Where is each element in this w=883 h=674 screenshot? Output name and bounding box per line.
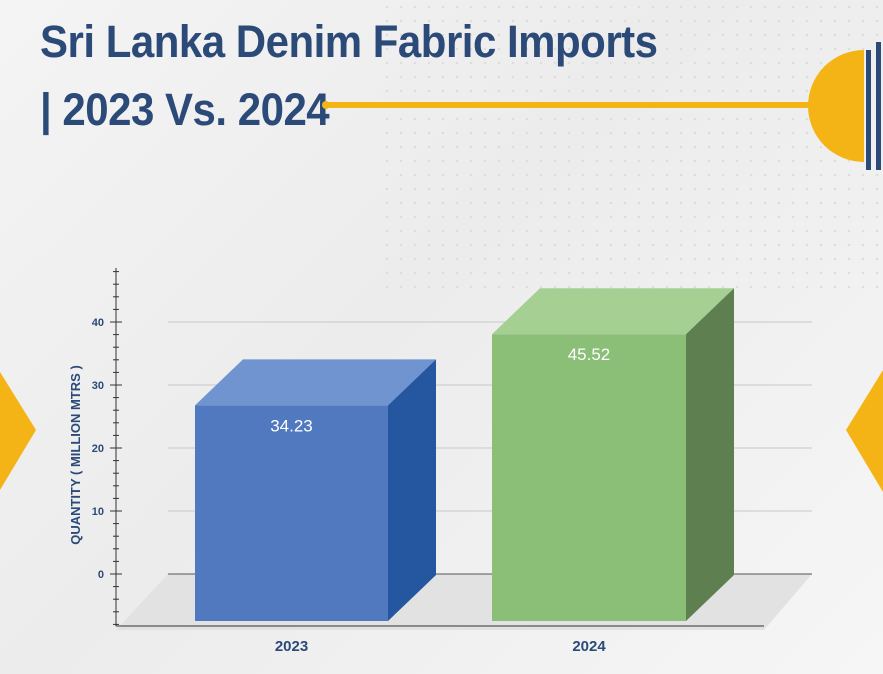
chart-title-line-2: | 2023 Vs. 2024 <box>40 84 330 135</box>
top-right-stripe-1 <box>866 50 871 170</box>
top-right-stripe-2 <box>876 42 881 170</box>
bar-2024-top <box>492 288 734 335</box>
data-label: 34.23 <box>270 416 313 435</box>
x-tick-label: 2023 <box>275 638 308 655</box>
y-tick-label: 0 <box>98 569 104 581</box>
left-edge-triangle <box>0 372 36 490</box>
bar-2024-side <box>686 288 734 621</box>
chart-title-line-1: Sri Lanka Denim Fabric Imports <box>40 16 658 67</box>
title-accent-line <box>322 101 834 109</box>
y-tick-label: 10 <box>92 506 104 518</box>
top-right-half-circle <box>808 50 864 162</box>
bar-2023-front <box>195 405 388 621</box>
y-tick-label: 20 <box>92 443 104 455</box>
bar-2024-front <box>492 334 686 621</box>
y-tick-label: 30 <box>92 380 104 392</box>
y-tick-label: 40 <box>92 317 104 329</box>
background-dot-pattern <box>380 0 883 300</box>
y-axis-label: QUANTITY ( MILLION MTRS ) <box>68 365 83 545</box>
bar-2023-side <box>388 359 436 621</box>
right-edge-triangle <box>846 370 883 492</box>
x-tick-label: 2024 <box>572 638 606 655</box>
data-label: 45.52 <box>568 345 611 364</box>
bar-2023-top <box>195 359 436 406</box>
